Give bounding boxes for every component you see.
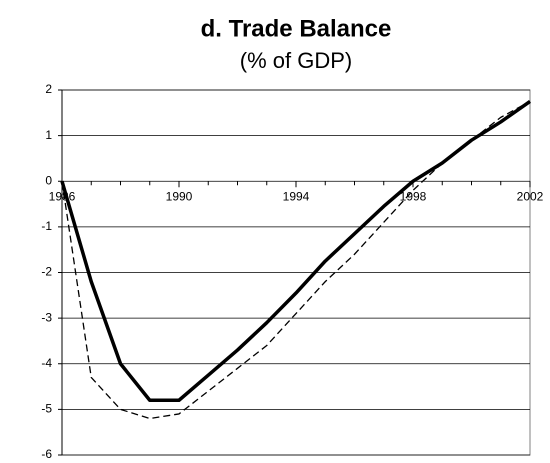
y-tick-label: 2 <box>45 82 52 96</box>
x-tick-label: 1990 <box>166 189 193 203</box>
y-tick-label: -6 <box>41 447 52 461</box>
y-tick-label: -2 <box>41 265 52 279</box>
y-tick-label: -4 <box>41 356 52 370</box>
y-tick-label: -5 <box>41 402 52 416</box>
y-tick-label: 0 <box>45 173 52 187</box>
y-tick-label: 1 <box>45 128 52 142</box>
y-tick-label: -3 <box>41 310 52 324</box>
series-line <box>61 100 531 420</box>
x-tick-label: 1986 <box>49 189 76 203</box>
x-tick-label: 1998 <box>400 189 427 203</box>
y-tick-label: -1 <box>41 219 52 233</box>
series-line <box>60 99 532 402</box>
x-tick-label: 2002 <box>517 189 544 203</box>
x-tick-label: 1994 <box>283 189 310 203</box>
chart-subtitle: (% of GDP) <box>240 48 352 73</box>
chart-title: d. Trade Balance <box>201 15 392 42</box>
